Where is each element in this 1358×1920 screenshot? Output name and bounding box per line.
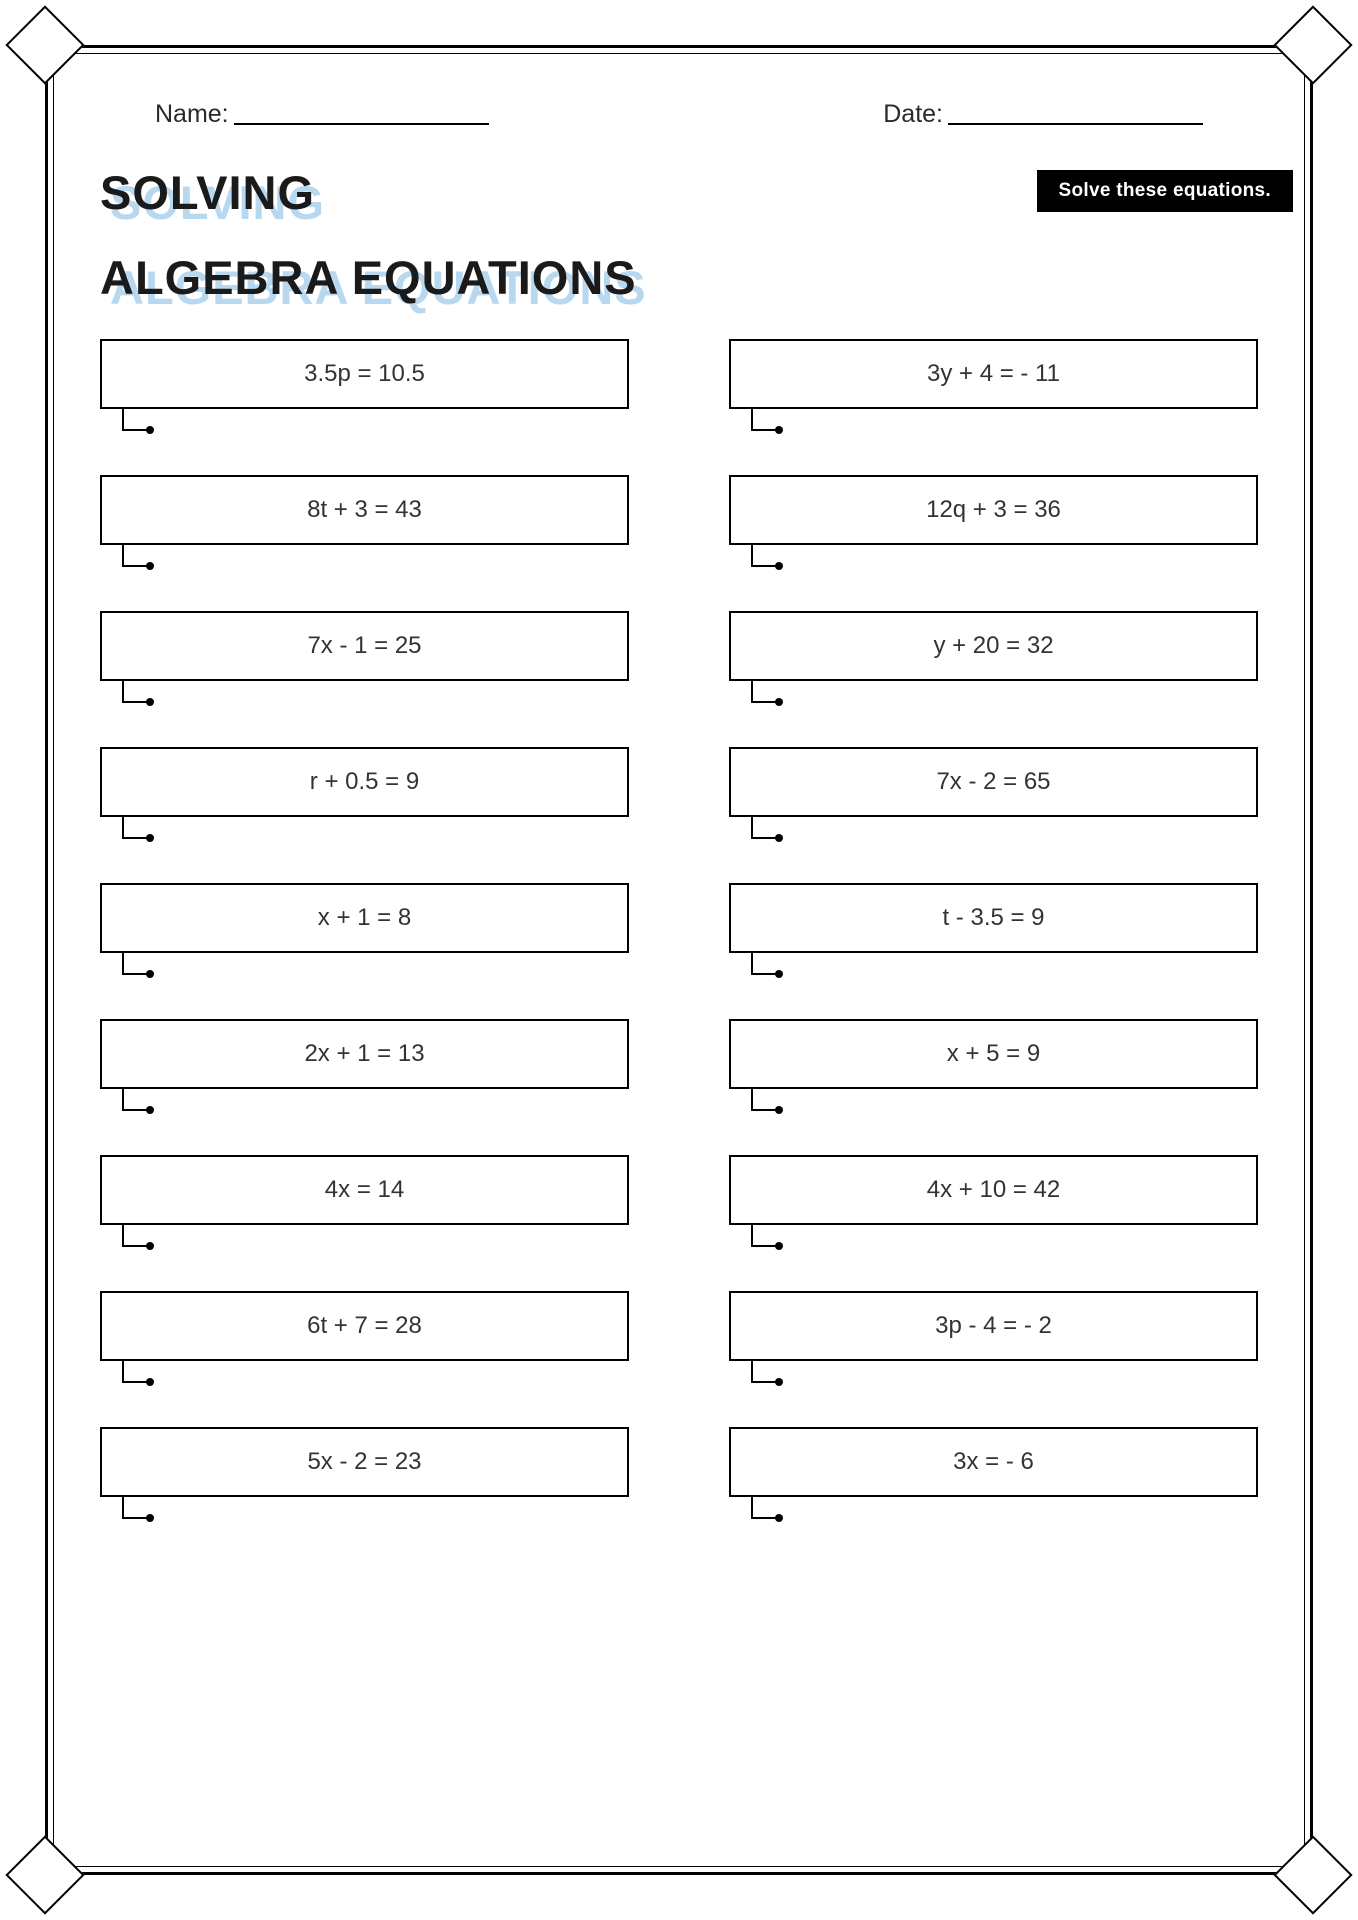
equation-box: r + 0.5 = 9 bbox=[100, 747, 629, 817]
answer-connector-icon bbox=[751, 545, 1258, 573]
title-line-2: ALGEBRA EQUATIONS ALGEBRA EQUATIONS bbox=[100, 254, 1263, 301]
equation-box: 2x + 1 = 13 bbox=[100, 1019, 629, 1089]
header-row: Name: Date: bbox=[95, 100, 1263, 129]
equation-box: 4x = 14 bbox=[100, 1155, 629, 1225]
answer-connector-icon bbox=[751, 1361, 1258, 1389]
equation-item: 5x - 2 = 23 bbox=[100, 1427, 629, 1525]
equation-box: 3p - 4 = - 2 bbox=[729, 1291, 1258, 1361]
answer-connector-icon bbox=[122, 1225, 629, 1253]
answer-connector-icon bbox=[751, 681, 1258, 709]
equation-item: x + 1 = 8 bbox=[100, 883, 629, 981]
equation-box: 3x = - 6 bbox=[729, 1427, 1258, 1497]
equation-item: 3x = - 6 bbox=[729, 1427, 1258, 1525]
answer-connector-icon bbox=[751, 1225, 1258, 1253]
equation-item: 3y + 4 = - 11 bbox=[729, 339, 1258, 437]
equation-box: 7x - 1 = 25 bbox=[100, 611, 629, 681]
equation-item: 3p - 4 = - 2 bbox=[729, 1291, 1258, 1389]
answer-connector-icon bbox=[122, 545, 629, 573]
equation-item: 3.5p = 10.5 bbox=[100, 339, 629, 437]
date-field: Date: bbox=[883, 100, 1203, 129]
title-line-1: SOLVING SOLVING bbox=[100, 169, 1263, 216]
equation-item: y + 20 = 32 bbox=[729, 611, 1258, 709]
equation-item: t - 3.5 = 9 bbox=[729, 883, 1258, 981]
name-field: Name: bbox=[155, 100, 489, 129]
date-label: Date: bbox=[883, 100, 943, 129]
date-input-line[interactable] bbox=[948, 105, 1203, 125]
equation-item: 12q + 3 = 36 bbox=[729, 475, 1258, 573]
answer-connector-icon bbox=[122, 681, 629, 709]
name-input-line[interactable] bbox=[234, 105, 489, 125]
equation-box: 7x - 2 = 65 bbox=[729, 747, 1258, 817]
answer-connector-icon bbox=[751, 1089, 1258, 1117]
equation-box: y + 20 = 32 bbox=[729, 611, 1258, 681]
equation-item: 4x = 14 bbox=[100, 1155, 629, 1253]
answer-connector-icon bbox=[751, 409, 1258, 437]
equation-box: 12q + 3 = 36 bbox=[729, 475, 1258, 545]
equation-item: x + 5 = 9 bbox=[729, 1019, 1258, 1117]
equation-item: 7x - 1 = 25 bbox=[100, 611, 629, 709]
answer-connector-icon bbox=[122, 817, 629, 845]
answer-connector-icon bbox=[122, 1361, 629, 1389]
answer-connector-icon bbox=[122, 1089, 629, 1117]
equation-box: 6t + 7 = 28 bbox=[100, 1291, 629, 1361]
answer-connector-icon bbox=[122, 953, 629, 981]
equations-grid: 3.5p = 10.5 3y + 4 = - 11 8t + 3 = 43 12q +… bbox=[95, 339, 1263, 1525]
answer-connector-icon bbox=[751, 817, 1258, 845]
equation-box: 3y + 4 = - 11 bbox=[729, 339, 1258, 409]
name-label: Name: bbox=[155, 100, 229, 129]
answer-connector-icon bbox=[122, 1497, 629, 1525]
worksheet-content: Name: Date: Solve these equations. SOLVI… bbox=[65, 65, 1293, 1855]
equation-box: t - 3.5 = 9 bbox=[729, 883, 1258, 953]
answer-connector-icon bbox=[751, 1497, 1258, 1525]
equation-item: 4x + 10 = 42 bbox=[729, 1155, 1258, 1253]
answer-connector-icon bbox=[751, 953, 1258, 981]
equation-item: r + 0.5 = 9 bbox=[100, 747, 629, 845]
equation-item: 2x + 1 = 13 bbox=[100, 1019, 629, 1117]
equation-box: 4x + 10 = 42 bbox=[729, 1155, 1258, 1225]
equation-box: x + 1 = 8 bbox=[100, 883, 629, 953]
equation-item: 6t + 7 = 28 bbox=[100, 1291, 629, 1389]
equation-box: 3.5p = 10.5 bbox=[100, 339, 629, 409]
equation-box: 8t + 3 = 43 bbox=[100, 475, 629, 545]
worksheet-title: SOLVING SOLVING ALGEBRA EQUATIONS ALGEBR… bbox=[100, 169, 1263, 301]
equation-item: 7x - 2 = 65 bbox=[729, 747, 1258, 845]
equation-box: x + 5 = 9 bbox=[729, 1019, 1258, 1089]
equation-box: 5x - 2 = 23 bbox=[100, 1427, 629, 1497]
answer-connector-icon bbox=[122, 409, 629, 437]
equation-item: 8t + 3 = 43 bbox=[100, 475, 629, 573]
